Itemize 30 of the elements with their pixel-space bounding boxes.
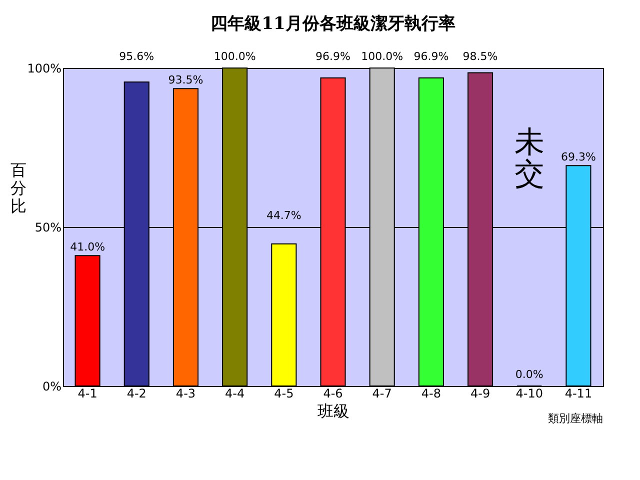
data-label: 44.7% [266,209,302,222]
data-label: 96.9% [316,50,350,63]
data-label: 41.0% [70,240,106,254]
x-tick-label: 4-6 [323,386,343,400]
y-tick-label: 0% [42,380,62,394]
data-label: 96.9% [414,50,449,63]
x-tick-label: 4-3 [176,386,196,400]
x-tick-label: 4-10 [516,386,543,400]
annotation: 未交 [514,125,544,192]
data-label: 100.0% [361,50,404,63]
y-axis-title: 百分比 [10,160,26,216]
x-tick-label: 4-11 [564,386,592,400]
y-tick-label: 100% [27,62,62,76]
data-label: 93.5% [168,74,204,87]
data-label: 100.0% [214,50,256,63]
data-label: 98.5% [462,50,498,63]
x-tick-label: 4-9 [470,386,490,400]
data-label: 95.6% [119,50,154,63]
text: 類別座標軸 [548,412,603,425]
data-label: 0.0% [515,368,544,381]
y-tick-label: 50% [34,220,62,234]
data-label: 69.3% [560,150,596,164]
x-tick-label: 4-1 [78,386,98,400]
x-tick-label: 4-8 [421,386,441,400]
x-tick-label: 4-4 [225,386,245,400]
x-tick-label: 4-2 [126,386,146,400]
x-tick-label: 4-5 [274,386,294,400]
chart-title: 四年級11月份各班級潔牙執行率 [210,14,456,34]
x-axis-title: 班級 [318,402,350,420]
x-tick-label: 4-7 [372,386,392,400]
